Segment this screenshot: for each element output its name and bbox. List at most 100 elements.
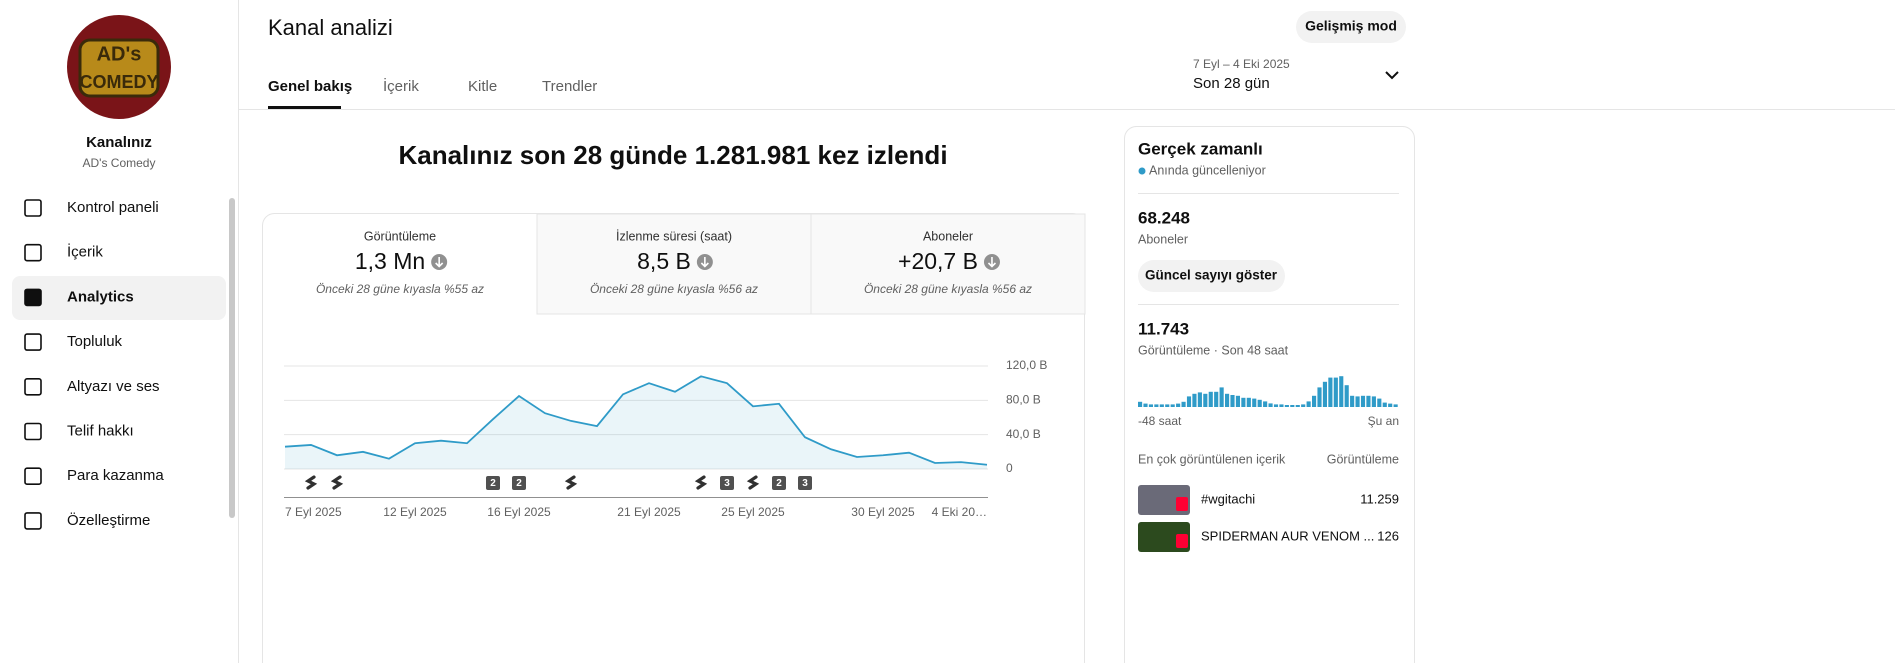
nav-item[interactable]: Telif hakkı [67,422,134,439]
tab[interactable]: İçerik [383,77,419,95]
shorts-icon[interactable] [330,475,344,490]
content-views: 11.259 [1360,491,1399,506]
down-arrow [700,257,709,268]
chevron[interactable] [1385,71,1399,80]
advanced-button-label[interactable]: Gelişmiş mod [1305,18,1397,34]
content-title[interactable]: #wgitachi [1201,491,1255,506]
bar [1339,376,1344,407]
scrollbar [229,198,235,518]
metric-comparison[interactable]: Önceki 28 güne kıyasla %56 az [590,282,758,296]
bar [1208,391,1213,407]
nav-item[interactable]: Özelleştirme [67,511,150,529]
upload-badge[interactable] [720,476,734,490]
x-tick-label: 25 Eyl 2025 [721,505,785,519]
bar [1159,404,1164,407]
x-tick-label: 7 Eyl 2025 [285,505,342,519]
bar [1241,397,1246,407]
metric-tab-bg[interactable] [810,213,1086,315]
x-tick-label: 12 Eyl 2025 [383,505,447,519]
bar [1176,403,1181,407]
upload-badge-label[interactable]: 3 [802,478,808,489]
tab[interactable]: Genel bakış [268,78,352,95]
upload-badge-label[interactable]: 2 [516,478,522,489]
nav-item[interactable]: Kontrol paneli [67,199,159,216]
period[interactable]: Son 28 gün [1193,75,1270,92]
page-title: Kanal analizi [268,15,393,40]
nav-icon[interactable] [24,377,42,396]
nav-icon[interactable] [24,333,42,351]
subscribers-label: Aboneler [1138,232,1188,246]
shorts-icon[interactable] [746,475,760,490]
metric-value[interactable]: 8,5 B [637,248,691,274]
bar [1170,404,1175,407]
shorts-badge [1176,534,1188,548]
metric-tab-bg[interactable] [536,213,812,315]
upload-badge-label[interactable]: 2 [490,478,496,489]
bar [1263,401,1268,407]
area [285,376,987,469]
content-title[interactable]: SPIDERMAN AUR VENOM ... [1201,528,1374,543]
nav-item[interactable]: Altyazı ve ses [67,378,160,395]
bar [1257,399,1262,407]
metric-label[interactable]: Görüntüleme [364,229,436,243]
metric-label[interactable]: Aboneler [923,229,973,243]
upload-badge[interactable] [512,476,526,490]
advanced-button[interactable] [1296,11,1406,43]
metric-label[interactable]: İzlenme süresi (saat) [616,229,732,243]
date-range: 7 Eyl – 4 Eki 2025 [1193,57,1290,71]
bar [1312,395,1317,407]
show-button-label[interactable]: Güncel sayıyı göster [1145,268,1278,283]
realtime-views-label: Görüntüleme · Son 48 saat [1138,343,1289,357]
bar [1279,404,1284,407]
bar [1290,405,1295,407]
bar [1225,393,1230,407]
realtime-title: Gerçek zamanlı [1138,139,1263,158]
upload-badge[interactable] [798,476,812,490]
metric-comparison[interactable]: Önceki 28 güne kıyasla %56 az [864,282,1032,296]
bar [1197,392,1202,407]
nav-item[interactable]: Analytics [67,288,134,305]
nav-item[interactable]: İçerik [67,243,103,261]
top-heading: En çok görüntülenen içerik [1138,452,1286,466]
nav-icon[interactable] [24,422,42,441]
y-tick-label: 120,0 B [1006,358,1047,372]
nav-icon[interactable] [24,199,42,217]
tab[interactable]: Kitle [468,78,497,95]
bar [1138,401,1143,407]
shorts-icon[interactable] [694,475,708,490]
bar [1143,403,1148,407]
show-button[interactable] [1138,260,1285,292]
down-arrow [987,257,997,268]
realtime-status: Anında güncelleniyor [1149,163,1266,177]
nav-icon[interactable] [24,467,42,486]
metric-value[interactable]: +20,7 B [898,248,978,274]
nav-item[interactable]: Topluluk [67,333,123,350]
nav-icon[interactable] [24,512,42,530]
upload-badge-label[interactable]: 2 [776,478,782,489]
shorts-icon[interactable] [304,475,318,490]
bar [1322,381,1328,407]
metric-value[interactable]: 1,3 Mn [355,248,425,274]
bar [1252,398,1257,407]
bar [1333,377,1338,407]
nav-item[interactable]: Para kazanma [67,467,164,484]
nav-icon[interactable] [24,288,42,307]
upload-badge[interactable] [486,476,500,490]
tab[interactable]: Trendler [542,78,597,95]
nav-icon[interactable] [24,243,42,262]
bar [1344,385,1349,407]
bar [1284,405,1289,407]
bar [1192,393,1197,407]
bar [1165,404,1170,407]
shorts-badge [1176,497,1188,511]
bar [1301,404,1306,407]
shorts-icon[interactable] [564,475,578,490]
realtime-card [1124,126,1415,663]
down-arrow [435,257,444,268]
bar [1371,396,1376,407]
upload-badge[interactable] [772,476,786,490]
x-tick-label: 16 Eyl 2025 [487,505,551,519]
upload-badge-label[interactable]: 3 [724,478,730,489]
metric-comparison[interactable]: Önceki 28 güne kıyasla %55 az [316,282,484,296]
